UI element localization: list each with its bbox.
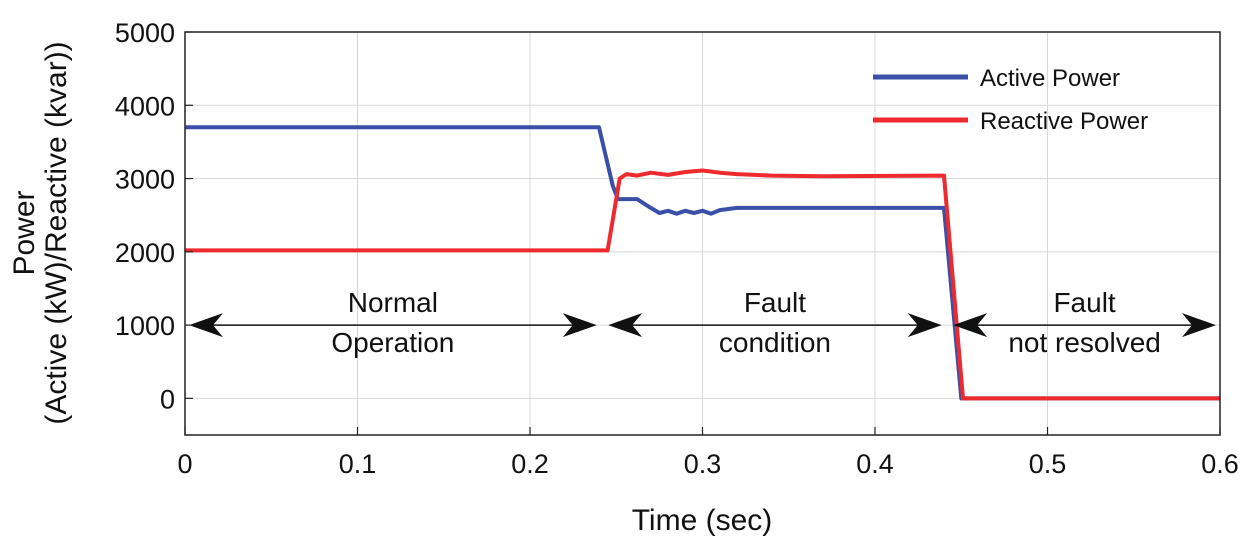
y-tick-label: 4000 <box>115 91 175 121</box>
y-tick-label: 1000 <box>115 311 175 341</box>
x-tick-label: 0 <box>177 449 192 479</box>
annotation-label-line: Normal <box>348 287 438 318</box>
x-tick-label: 0.4 <box>856 449 894 479</box>
y-tick-label: 0 <box>160 384 175 414</box>
annotation-label-line: Fault <box>744 287 806 318</box>
annotation-arrowhead-left <box>953 313 988 338</box>
annotations-layer: Normal Operation Fault condition Fault not re… <box>189 287 1216 358</box>
x-tick-label: 0.1 <box>339 449 377 479</box>
annotation-arrowhead-right <box>562 313 597 338</box>
legend-label: Active Power <box>980 65 1120 92</box>
x-axis-title: Time (sec) <box>632 504 773 537</box>
legend-label: Reactive Power <box>980 108 1148 135</box>
y-axis-title-line1: Power <box>8 190 41 275</box>
y-axis-title-line2: (Active (kW)/Reactive (kvar)) <box>40 41 73 424</box>
series-layer <box>185 125 1220 401</box>
annotation-arrowhead-right <box>907 313 942 338</box>
annotation-arrowhead-left <box>608 313 643 338</box>
y-tick-label: 5000 <box>115 18 175 48</box>
x-tick-label: 0.6 <box>1201 449 1239 479</box>
reactive-power-line <box>185 168 1220 401</box>
legend: Active Power Reactive Power <box>873 65 1148 135</box>
y-tick-label: 3000 <box>115 165 175 195</box>
x-tick-label: 0.5 <box>1029 449 1067 479</box>
y-tick-label: 2000 <box>115 238 175 268</box>
x-tick-label: 0.3 <box>684 449 722 479</box>
annotation-label-line: Operation <box>331 327 454 358</box>
annotation-arrowhead-left <box>189 313 223 338</box>
annotation-label-line: condition <box>719 327 831 358</box>
x-tick-label: 0.2 <box>511 449 549 479</box>
annotation-arrowhead-right <box>1182 313 1216 338</box>
ticks-layer: 0 0.1 0.2 0.3 0.4 0.5 0.6 0 1000 2000 3000 4000 5000 <box>115 18 1239 479</box>
annotation-label-line: Fault <box>1053 287 1115 318</box>
annotation-label-line: not resolved <box>1008 327 1161 358</box>
